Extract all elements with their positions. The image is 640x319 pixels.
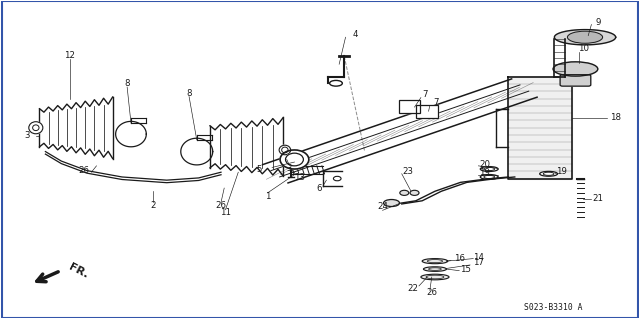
Text: 24: 24 [377, 202, 388, 211]
Text: 14: 14 [473, 253, 484, 262]
Text: 21: 21 [592, 194, 604, 203]
Text: 8: 8 [186, 89, 192, 98]
Text: 26: 26 [426, 288, 437, 297]
Ellipse shape [424, 267, 447, 271]
Text: 19: 19 [556, 167, 567, 176]
Text: 23: 23 [403, 167, 413, 176]
Text: 5: 5 [257, 165, 262, 174]
Ellipse shape [480, 167, 498, 172]
Ellipse shape [280, 150, 309, 169]
Text: 13: 13 [294, 174, 305, 182]
Ellipse shape [422, 259, 448, 264]
Text: 2: 2 [150, 201, 156, 210]
Text: 26: 26 [78, 166, 89, 175]
Text: 6: 6 [316, 184, 321, 193]
Text: 19: 19 [479, 168, 490, 177]
Text: 22: 22 [407, 284, 418, 293]
Text: S023-B3310 A: S023-B3310 A [524, 303, 582, 312]
Ellipse shape [480, 174, 498, 179]
Text: FR.: FR. [67, 262, 90, 280]
Text: 1: 1 [265, 191, 270, 201]
Text: 11: 11 [220, 208, 231, 217]
Polygon shape [508, 77, 572, 179]
Text: 18: 18 [609, 113, 621, 122]
Text: 7: 7 [433, 99, 439, 108]
Ellipse shape [568, 31, 603, 43]
Ellipse shape [383, 199, 399, 206]
Ellipse shape [400, 190, 409, 196]
Text: 3: 3 [25, 131, 30, 140]
Text: 4: 4 [353, 31, 358, 40]
FancyBboxPatch shape [399, 100, 420, 114]
Ellipse shape [29, 122, 43, 134]
Text: 10: 10 [578, 44, 589, 54]
Polygon shape [554, 30, 616, 45]
Ellipse shape [421, 274, 449, 280]
FancyBboxPatch shape [560, 75, 591, 86]
Text: 8: 8 [124, 79, 130, 88]
Text: 20: 20 [479, 160, 490, 169]
Ellipse shape [540, 171, 557, 176]
Text: 16: 16 [454, 254, 465, 263]
Ellipse shape [553, 62, 598, 76]
Text: 17: 17 [473, 258, 484, 267]
FancyBboxPatch shape [417, 105, 438, 118]
Ellipse shape [410, 190, 419, 196]
Text: 15: 15 [460, 264, 471, 274]
Ellipse shape [285, 153, 303, 166]
Text: 7: 7 [422, 90, 428, 99]
Ellipse shape [330, 80, 342, 86]
Ellipse shape [279, 145, 291, 155]
Text: 12: 12 [64, 51, 75, 60]
Text: 26: 26 [216, 201, 227, 210]
Text: 3: 3 [287, 164, 292, 173]
Text: 9: 9 [595, 18, 600, 27]
